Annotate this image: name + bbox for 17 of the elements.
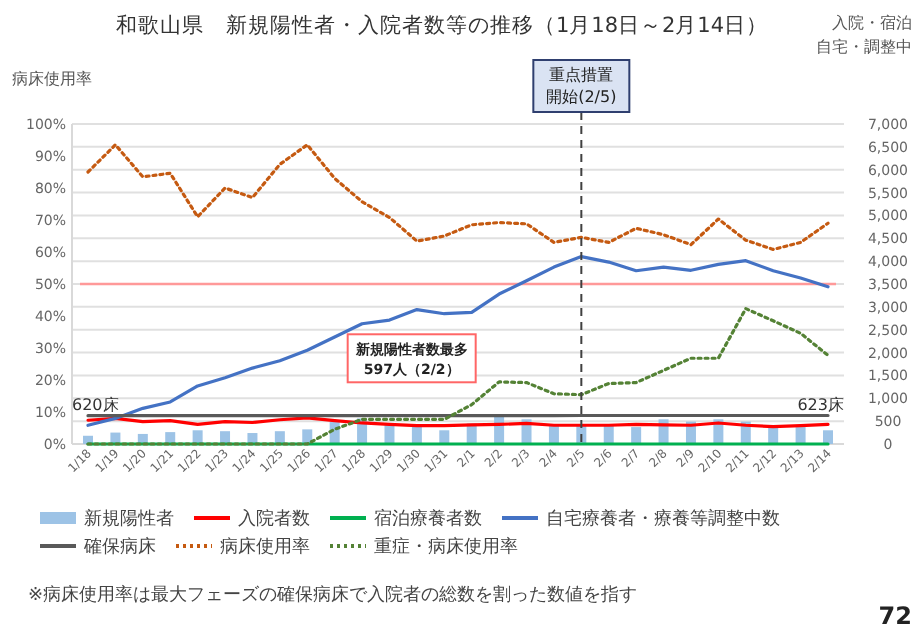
y2-axis-title: 入院・宿泊自宅・調整中 (816, 14, 912, 56)
y-axis-title: 病床使用率 (12, 70, 92, 88)
chart-title: 和歌山県 新規陽性者・入院者数等の推移（1月18日～2月14日） (115, 12, 769, 38)
legend-label: 重症・病床使用率 (374, 536, 518, 558)
legend-label: 自宅療養者・療養等調整中数 (546, 508, 780, 530)
data-label: 620床 (72, 395, 119, 414)
bar (823, 430, 833, 444)
legend-label: 新規陽性者 (84, 508, 174, 530)
legend-label: 病床使用率 (220, 536, 310, 558)
legend-label: 宿泊療養者数 (374, 508, 482, 530)
text: ※病床使用率は最大フェーズの確保病床で入院者の総数を割った数値を指す (28, 584, 638, 606)
text: 72 (878, 602, 912, 630)
ref-line-label: 重点措置開始(2/5) (546, 66, 617, 106)
legend-label: 入院者数 (238, 508, 310, 530)
data-label: 623床 (797, 395, 844, 414)
legend-label: 確保病床 (82, 536, 156, 558)
line-series (86, 143, 830, 252)
